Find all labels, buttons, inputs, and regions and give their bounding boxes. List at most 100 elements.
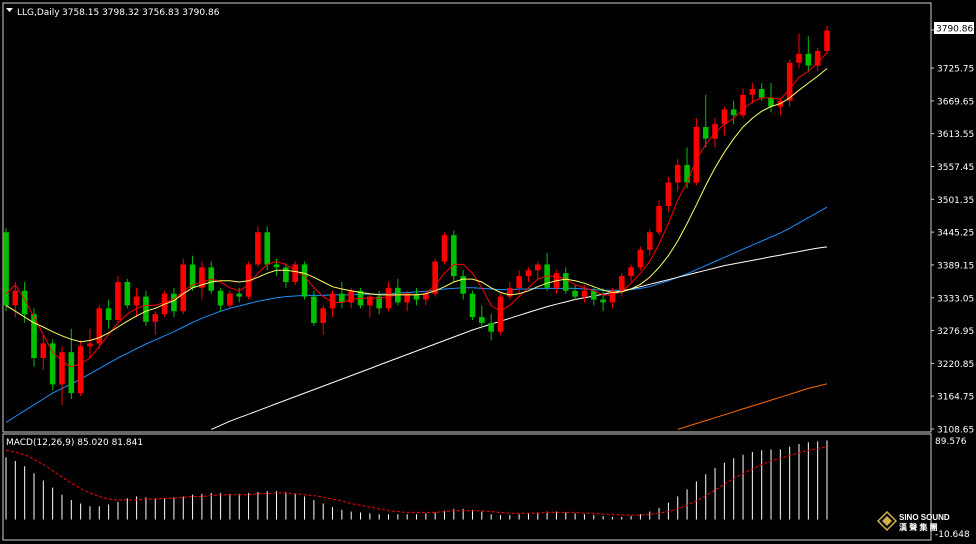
candle-body	[740, 94, 746, 116]
candle-body	[40, 343, 47, 359]
ohlc-readout: 3758.15 3798.32 3756.83 3790.86	[62, 8, 220, 18]
candle-body	[12, 290, 19, 306]
candle-body	[581, 290, 588, 297]
macd-bottom-label: -10.648	[935, 530, 970, 540]
candle-body	[68, 352, 75, 394]
candle-body	[320, 308, 327, 323]
y-tick-label: 3725.75	[937, 65, 974, 75]
y-tick-label: 3220.85	[937, 360, 974, 370]
candle-body	[227, 293, 233, 306]
candle-body	[488, 322, 494, 332]
candle-body	[376, 296, 382, 309]
candle-body	[59, 352, 65, 385]
y-tick-label: 3389.15	[937, 261, 974, 271]
candle-body	[497, 296, 504, 332]
main-panel-frame	[2, 2, 932, 433]
ma_mid-line	[5, 68, 828, 343]
ma_vlong-line	[677, 383, 828, 430]
candle-body	[805, 53, 812, 66]
candle-body	[105, 308, 112, 321]
candle-body	[115, 281, 121, 321]
macd-label: MACD(12,26,9) 85.020 81.841	[6, 438, 143, 448]
candle-body	[292, 264, 299, 282]
candle-body	[609, 290, 616, 303]
candle-body	[768, 97, 774, 107]
candle-body	[189, 264, 196, 288]
candle-body	[96, 308, 103, 344]
y-tick-label: 3276.95	[937, 327, 974, 337]
candle-body	[590, 290, 597, 300]
candle-body	[516, 276, 522, 288]
macd-indicator	[5, 440, 828, 520]
y-tick-label: 3164.75	[937, 393, 974, 403]
symbol-label: LLG,Daily	[17, 8, 60, 18]
y-tick-label: 3333.05	[937, 294, 974, 304]
candle-body	[180, 264, 187, 312]
candle-body	[143, 296, 149, 322]
candle-body	[301, 264, 308, 297]
candle-body	[283, 267, 289, 282]
current-price-box	[934, 22, 974, 34]
candle-body	[339, 293, 345, 303]
ma_long-line	[211, 246, 828, 430]
candle-body	[674, 165, 681, 183]
candle-body	[562, 273, 569, 291]
candle-body	[693, 127, 700, 183]
candle-body	[730, 109, 737, 116]
candle-body	[646, 232, 653, 250]
candle-body	[413, 293, 420, 300]
candle-body	[264, 232, 271, 265]
candle-body	[506, 287, 513, 297]
candle-body	[133, 296, 140, 306]
candle-body	[152, 314, 159, 322]
candle-body	[348, 290, 354, 303]
logo-line2: 漢 聲 集 團	[899, 522, 938, 532]
candle-body	[367, 296, 373, 306]
candle-body	[31, 314, 37, 359]
candle-body	[199, 267, 205, 288]
candle-body	[49, 343, 56, 385]
candle-body	[628, 267, 634, 277]
candle-body	[758, 88, 765, 98]
candle-body	[441, 235, 448, 262]
candle-body	[432, 261, 438, 294]
candle-body	[217, 290, 224, 306]
candle-body	[712, 124, 718, 139]
candle-body	[385, 287, 392, 309]
candle-body	[684, 165, 690, 183]
candle-body	[749, 88, 756, 95]
y-tick-label: 3669.65	[937, 97, 974, 107]
macd-signal-line	[5, 446, 828, 516]
candle-body	[786, 62, 793, 101]
candle-body	[824, 30, 830, 51]
y-tick-label: 3501.35	[937, 196, 974, 206]
candle-body	[171, 293, 177, 312]
candle-body	[423, 293, 429, 300]
candle-body	[77, 346, 84, 394]
candle-body	[451, 235, 457, 277]
macd-top-label: 89.576	[935, 437, 967, 447]
candle-body	[525, 270, 532, 277]
y-tick-label: 3445.25	[937, 229, 974, 239]
moving-averages-front	[5, 52, 828, 368]
candle-body	[236, 293, 243, 297]
y-tick-label: 3613.55	[937, 130, 974, 140]
logo-line1: SINO SOUND	[899, 513, 950, 522]
candle-body	[124, 281, 131, 306]
current-price-label: 3790.86	[936, 25, 973, 35]
candle-body	[479, 317, 485, 323]
candle-body	[21, 290, 28, 315]
candle-body	[404, 293, 410, 303]
candle-body	[87, 343, 93, 347]
candle-body	[311, 296, 317, 323]
y-tick-label: 3108.65	[937, 426, 974, 436]
candle-body	[460, 276, 466, 294]
candle-body	[255, 232, 261, 265]
candle-body	[637, 249, 644, 268]
candle-body	[814, 50, 821, 66]
dropdown-triangle-icon[interactable]	[6, 8, 13, 12]
candle-body	[600, 299, 606, 303]
candle-body	[572, 290, 578, 297]
candle-body	[665, 182, 672, 206]
